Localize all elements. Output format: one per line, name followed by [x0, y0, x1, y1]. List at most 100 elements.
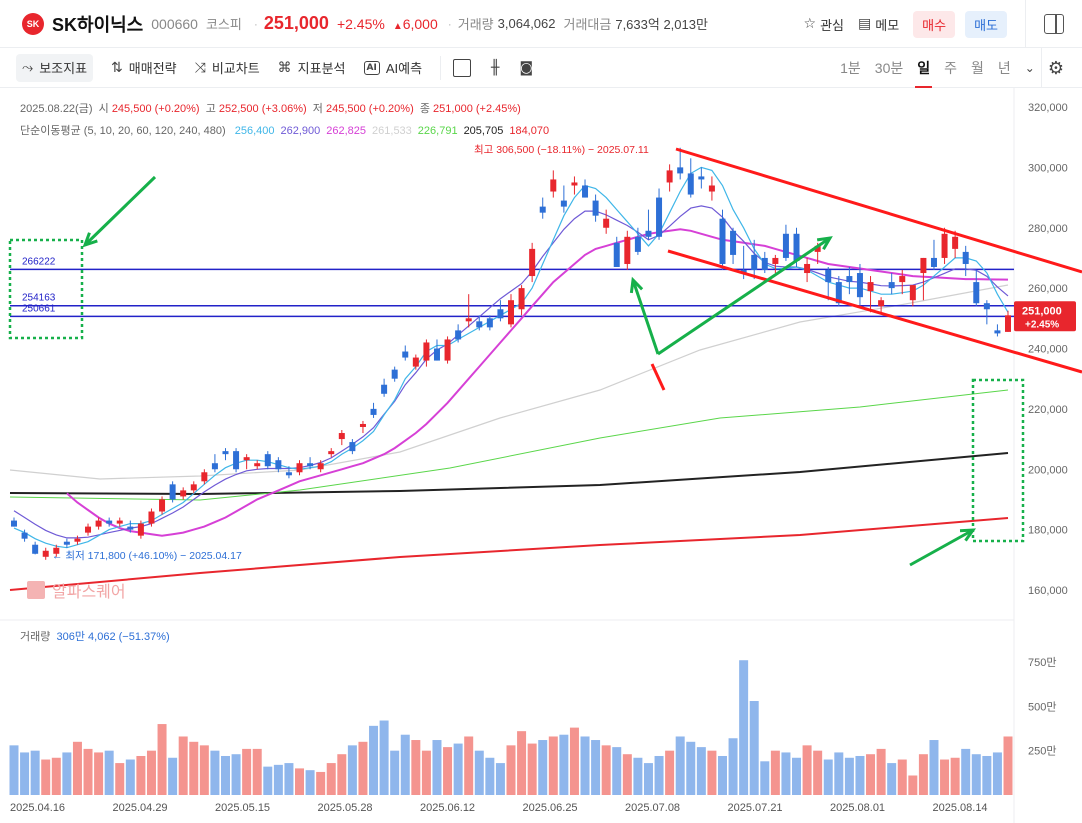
candle-body — [603, 218, 610, 228]
volume-bar — [358, 741, 368, 795]
channel-top-line — [675, 147, 1082, 274]
ma10-line — [13, 205, 1009, 539]
volume-bar — [918, 754, 928, 795]
candle-body — [201, 472, 208, 482]
green-arrow-up — [631, 279, 660, 355]
candle-body — [433, 348, 440, 361]
square-draw-icon[interactable] — [453, 58, 472, 77]
x-tick-label: 2025.04.29 — [113, 802, 168, 814]
volume-bar — [813, 750, 823, 795]
strategy-button[interactable]: ⇅ 매매전략 — [111, 59, 177, 77]
volume-bar — [622, 754, 632, 795]
candle-body — [391, 369, 398, 379]
volume-bar — [316, 771, 326, 795]
toolbar-divider — [440, 55, 442, 80]
price-chart[interactable]: 320,000 300,000 280,000 260,000 240,000 220,0… — [0, 88, 1082, 823]
candle-body — [508, 300, 514, 325]
current-price-tag — [1014, 301, 1076, 332]
period-month[interactable]: 월 — [971, 60, 984, 76]
volume-bar — [760, 761, 770, 795]
period-1min[interactable]: 1분 — [840, 60, 861, 76]
volume-bar — [580, 736, 590, 795]
volume-bar — [390, 750, 400, 795]
candle-body — [455, 330, 462, 340]
x-tick-label: 2025.06.25 — [523, 802, 578, 814]
candle-body — [370, 408, 377, 415]
candle-body — [423, 342, 430, 361]
volume-bar — [51, 757, 61, 795]
volume-bar — [940, 759, 950, 795]
green-arrow-bottom — [909, 528, 974, 567]
period-year[interactable]: 년 — [997, 60, 1011, 76]
volume-bar — [443, 747, 453, 795]
candle-body — [930, 257, 937, 267]
candle-body — [338, 433, 345, 440]
ai-predict-button[interactable]: AI AI예측 — [363, 54, 422, 82]
camera-icon[interactable]: ◙ — [519, 59, 534, 76]
candle-body — [74, 538, 81, 542]
candle-body — [539, 206, 546, 213]
candle-type-icon[interactable]: ╫ — [491, 59, 500, 76]
candle-body — [730, 230, 737, 255]
candle-body — [21, 532, 28, 539]
buy-button[interactable]: 매수 — [913, 10, 956, 38]
volume-bar — [210, 750, 220, 795]
volume-bar — [157, 724, 167, 795]
side-panel-icon[interactable] — [1044, 14, 1064, 34]
period-30min[interactable]: 30분 — [874, 60, 904, 76]
volume-bar — [295, 768, 305, 795]
candle-body — [835, 282, 842, 304]
green-arrow-right — [657, 236, 831, 356]
chart-toolbar: ⤳ 보조지표 ⇅ 매매전략 ⤨ 비교차트 ⌘ 지표분석 AI AI예측 ╫ ◙ … — [0, 48, 1082, 88]
candle-body — [761, 257, 768, 271]
candle-body — [751, 254, 758, 271]
candle-body — [11, 520, 17, 527]
volume-bar — [30, 750, 40, 795]
sell-button[interactable]: 매도 — [965, 10, 1007, 38]
candle-body — [656, 197, 663, 237]
compare-chart-button[interactable]: ⤨ 비교차트 — [194, 59, 260, 77]
min-price-label: ← 최저 171,800 (+46.10%) − 2025.04.17 — [52, 550, 242, 562]
volume-bar — [728, 738, 738, 795]
x-tick-label: 2025.08.01 — [830, 802, 885, 814]
volume-bar — [411, 740, 421, 795]
green-dashed-box-left — [8, 238, 84, 340]
volume-bar — [897, 759, 907, 795]
period-day[interactable]: 일 — [915, 60, 932, 88]
price-tick-label: 200,000 — [1028, 464, 1068, 476]
candle-body — [518, 288, 525, 310]
candle-body — [32, 544, 39, 554]
volume-bar — [749, 701, 759, 795]
price-tick-label: 300,000 — [1028, 162, 1068, 174]
ma-info: 단순이동평균 (5, 10, 20, 60, 120, 240, 480) 25… — [20, 125, 550, 137]
volume-bar — [887, 763, 897, 795]
candle-body — [317, 463, 324, 470]
memo-button[interactable]: ▤ 메모 — [858, 16, 900, 33]
volume-bar — [538, 740, 548, 795]
chevron-down-icon[interactable]: ⌄ — [1024, 61, 1035, 75]
volume-tick-label: 750만 — [1028, 656, 1056, 669]
candle-body — [444, 339, 451, 361]
ma-value: 226,791 — [417, 125, 458, 137]
volume-bar — [866, 754, 876, 795]
period-week[interactable]: 주 — [944, 60, 958, 76]
watch-button[interactable]: ☆ 관심 — [803, 16, 844, 33]
volume-bar — [982, 755, 992, 795]
candle-body — [772, 257, 779, 264]
volume-bar — [569, 727, 579, 795]
volume-bar — [432, 740, 442, 795]
x-tick-label: 2025.08.14 — [933, 802, 988, 814]
volume-value: 3,064,062 — [497, 16, 556, 31]
indicator-button[interactable]: ⤳ 보조지표 — [16, 53, 94, 82]
ma240-line — [9, 452, 1009, 496]
indicator-analysis-button[interactable]: ⌘ 지표분석 — [277, 59, 346, 77]
settings-gear-icon[interactable]: ⚙ — [1047, 57, 1064, 79]
x-tick-label: 2025.04.16 — [10, 802, 65, 814]
volume-bar — [992, 752, 1002, 795]
candle-body — [148, 511, 155, 524]
red-tick-mark — [650, 363, 666, 391]
candle-body — [571, 182, 578, 186]
volume-bar — [453, 743, 463, 795]
volume-bar — [242, 748, 252, 795]
stock-header: SK SK하이닉스 000660 코스피 · 251,000 +2.45% ▲6… — [0, 0, 1082, 48]
